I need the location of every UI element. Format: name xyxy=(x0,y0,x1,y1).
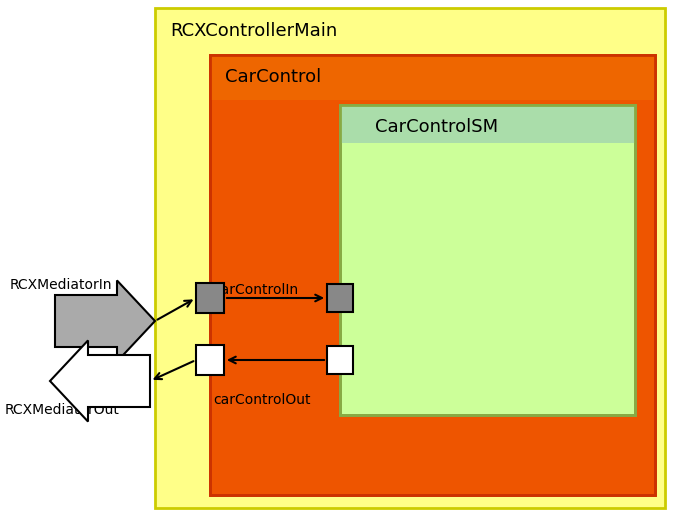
Bar xyxy=(155,8,665,508)
Bar xyxy=(196,283,224,313)
Bar xyxy=(327,284,353,312)
Bar xyxy=(210,55,655,495)
Text: RCXMediatorOut: RCXMediatorOut xyxy=(5,403,120,417)
Text: CarControlSM: CarControlSM xyxy=(375,118,498,136)
Text: RCXMediatorIn: RCXMediatorIn xyxy=(10,278,113,292)
Bar xyxy=(196,345,224,375)
Text: RCXControllerMain: RCXControllerMain xyxy=(170,22,338,40)
Bar xyxy=(327,346,353,374)
Bar xyxy=(210,55,655,495)
Bar xyxy=(340,105,635,143)
Text: carControlOut: carControlOut xyxy=(213,393,310,407)
Text: carControlIn: carControlIn xyxy=(213,283,298,297)
Polygon shape xyxy=(50,340,150,421)
Bar xyxy=(210,55,655,100)
Bar xyxy=(340,105,635,415)
Bar xyxy=(340,105,635,415)
Text: CarControl: CarControl xyxy=(225,68,321,86)
Polygon shape xyxy=(55,280,155,362)
